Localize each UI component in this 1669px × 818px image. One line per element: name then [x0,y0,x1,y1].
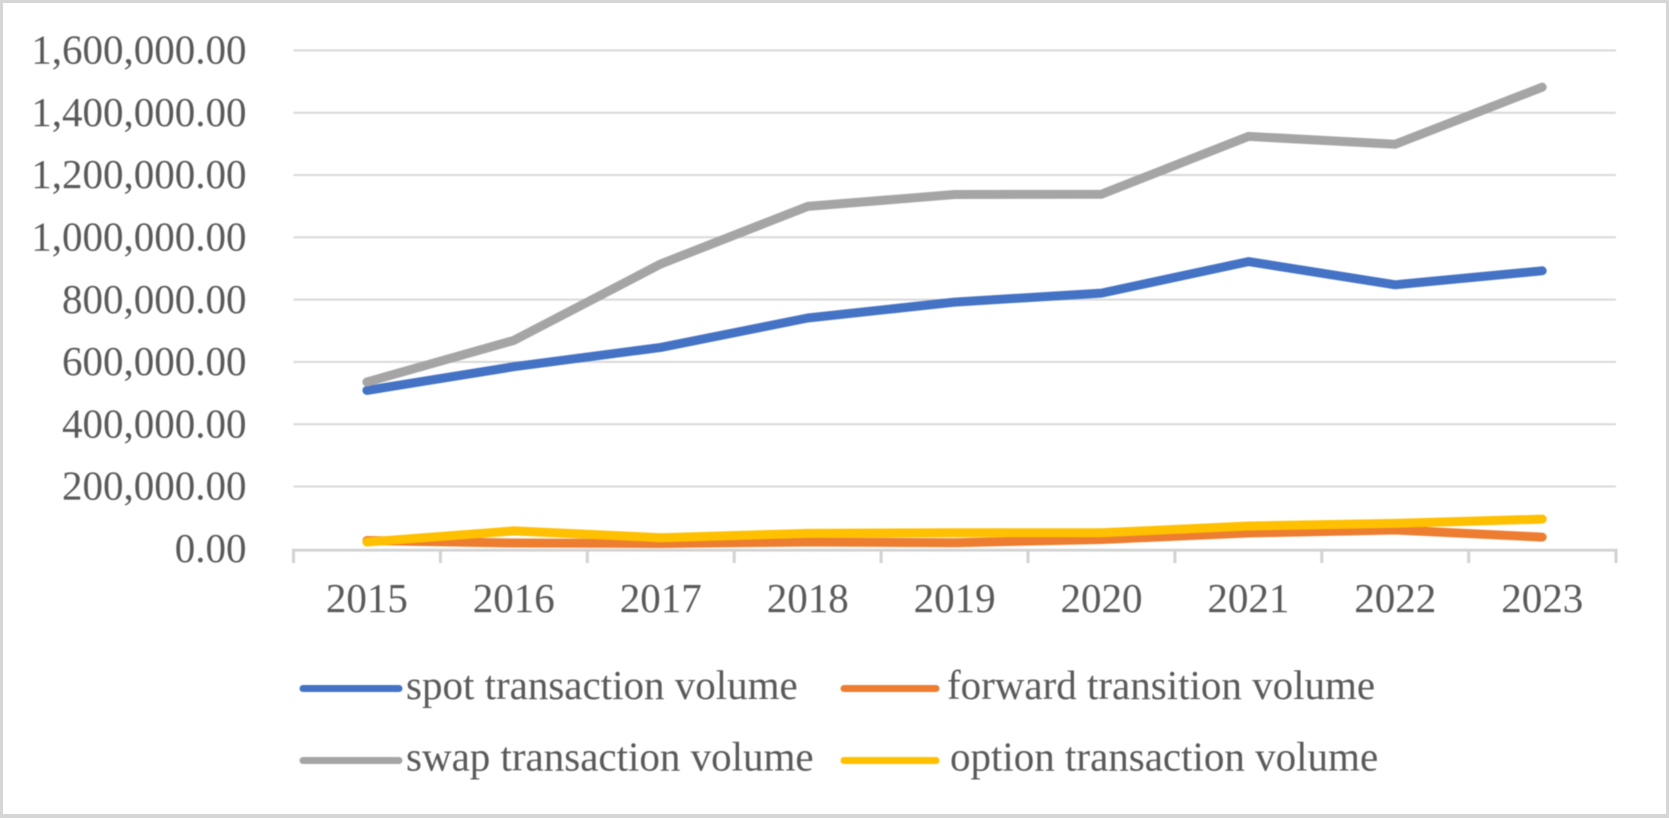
svg-text:1,600,000.00: 1,600,000.00 [31,27,246,73]
svg-text:2022: 2022 [1354,575,1436,621]
svg-text:400,000.00: 400,000.00 [62,400,247,446]
svg-text:forward transition volume: forward transition volume [947,662,1375,708]
svg-text:200,000.00: 200,000.00 [62,463,247,509]
svg-text:0.00: 0.00 [175,525,247,571]
svg-text:2021: 2021 [1207,575,1289,621]
svg-text:1,200,000.00: 1,200,000.00 [31,151,246,197]
svg-text:2017: 2017 [620,575,702,621]
svg-text:2018: 2018 [767,575,849,621]
svg-text:spot transaction volume: spot transaction volume [406,662,798,708]
svg-text:800,000.00: 800,000.00 [62,276,247,322]
svg-text:option transaction volume: option transaction volume [950,734,1378,780]
svg-text:2020: 2020 [1061,575,1143,621]
svg-text:1,400,000.00: 1,400,000.00 [31,89,246,135]
svg-text:2015: 2015 [326,575,408,621]
svg-text:2016: 2016 [473,575,555,621]
svg-text:2019: 2019 [914,575,996,621]
svg-text:swap transaction volume: swap transaction volume [406,734,814,780]
svg-text:600,000.00: 600,000.00 [62,338,247,384]
svg-text:1,000,000.00: 1,000,000.00 [31,214,246,260]
svg-text:2023: 2023 [1501,575,1583,621]
